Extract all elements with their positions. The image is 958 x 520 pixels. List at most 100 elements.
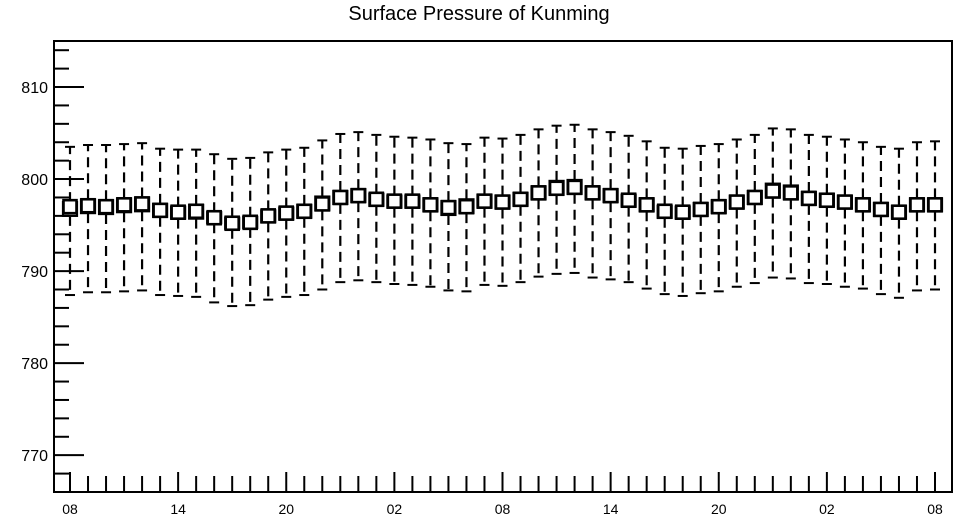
axes-layer: 770 780 790 800 810 08 14 20 02 08 14 20 02 08 bbox=[21, 40, 953, 517]
median-marker bbox=[458, 198, 475, 215]
y-tick-label: 780 bbox=[21, 356, 48, 373]
median-marker bbox=[98, 198, 114, 215]
median-marker bbox=[206, 209, 222, 226]
box-32 bbox=[638, 140, 655, 290]
median-marker bbox=[837, 194, 853, 210]
median-marker bbox=[512, 191, 529, 208]
box-45 bbox=[872, 145, 890, 296]
box-22 bbox=[458, 143, 475, 293]
box-33 bbox=[656, 146, 673, 296]
box-0 bbox=[61, 145, 79, 297]
box-31 bbox=[620, 134, 637, 284]
x-tick-label: 08 bbox=[495, 501, 511, 517]
box-44 bbox=[854, 141, 872, 290]
box-8 bbox=[206, 153, 223, 304]
box-5 bbox=[152, 147, 169, 297]
y-tick-label: 800 bbox=[21, 172, 48, 189]
median-marker bbox=[710, 198, 727, 215]
median-marker bbox=[927, 197, 943, 213]
median-marker bbox=[440, 199, 457, 216]
median-marker bbox=[783, 185, 799, 201]
box-41 bbox=[800, 133, 817, 285]
box-24 bbox=[494, 137, 511, 287]
x-tick-label: 20 bbox=[711, 501, 727, 517]
box-19 bbox=[404, 136, 421, 286]
median-marker bbox=[314, 196, 331, 212]
box-40 bbox=[782, 128, 799, 280]
median-marker bbox=[260, 208, 277, 224]
median-marker bbox=[278, 205, 295, 221]
box-47 bbox=[908, 141, 926, 292]
box-26 bbox=[530, 128, 547, 278]
box-20 bbox=[422, 138, 439, 288]
median-marker bbox=[909, 197, 925, 213]
boxes-layer bbox=[61, 123, 944, 308]
median-marker bbox=[765, 183, 781, 199]
median-marker bbox=[584, 185, 601, 201]
box-36 bbox=[710, 143, 727, 293]
box-42 bbox=[818, 135, 835, 285]
box-6 bbox=[170, 148, 187, 297]
box-39 bbox=[764, 127, 781, 279]
median-marker bbox=[476, 193, 493, 209]
box-46 bbox=[890, 147, 908, 299]
box-21 bbox=[440, 142, 457, 292]
median-marker bbox=[134, 196, 150, 212]
median-marker bbox=[530, 185, 547, 201]
box-7 bbox=[188, 148, 205, 298]
box-9 bbox=[224, 157, 241, 308]
box-30 bbox=[602, 131, 619, 281]
box-48 bbox=[926, 140, 944, 291]
median-marker bbox=[855, 197, 871, 213]
box-34 bbox=[674, 147, 691, 297]
median-marker bbox=[386, 193, 403, 209]
box-13 bbox=[296, 146, 313, 297]
box-4 bbox=[133, 142, 151, 292]
box-12 bbox=[278, 148, 295, 298]
box-23 bbox=[476, 136, 493, 286]
median-marker bbox=[224, 215, 240, 232]
median-marker bbox=[620, 192, 637, 209]
median-marker bbox=[242, 214, 259, 231]
median-marker bbox=[602, 187, 619, 204]
box-27 bbox=[548, 124, 565, 275]
median-marker bbox=[728, 194, 745, 210]
box-3 bbox=[115, 143, 133, 293]
box-16 bbox=[350, 131, 367, 282]
median-marker bbox=[801, 190, 817, 207]
box-14 bbox=[314, 139, 331, 291]
chart-title: Surface Pressure of Kunming bbox=[348, 3, 610, 25]
median-marker bbox=[368, 191, 385, 208]
median-marker bbox=[819, 192, 835, 209]
box-43 bbox=[836, 138, 853, 288]
median-marker bbox=[80, 197, 96, 214]
box-1 bbox=[79, 144, 97, 294]
median-marker bbox=[692, 201, 709, 218]
median-marker bbox=[296, 203, 313, 220]
box-10 bbox=[242, 156, 259, 307]
box-35 bbox=[692, 144, 709, 295]
x-tick-label: 02 bbox=[819, 501, 835, 517]
box-11 bbox=[260, 151, 277, 301]
box-28 bbox=[566, 123, 583, 274]
median-marker bbox=[674, 204, 691, 220]
box-15 bbox=[332, 132, 349, 284]
median-marker bbox=[62, 198, 78, 215]
median-marker bbox=[638, 197, 655, 213]
median-marker bbox=[746, 189, 763, 206]
median-marker bbox=[494, 194, 511, 210]
median-marker bbox=[170, 204, 186, 220]
x-tick-label: 02 bbox=[387, 501, 403, 517]
x-tick-label: 14 bbox=[170, 501, 186, 517]
median-marker bbox=[891, 204, 907, 220]
median-marker bbox=[422, 197, 439, 213]
box-25 bbox=[512, 133, 529, 284]
y-tick-label: 790 bbox=[21, 264, 48, 281]
box-38 bbox=[746, 133, 763, 285]
box-17 bbox=[368, 133, 385, 284]
box-2 bbox=[97, 144, 115, 294]
box-18 bbox=[386, 135, 403, 285]
median-marker bbox=[116, 197, 132, 213]
